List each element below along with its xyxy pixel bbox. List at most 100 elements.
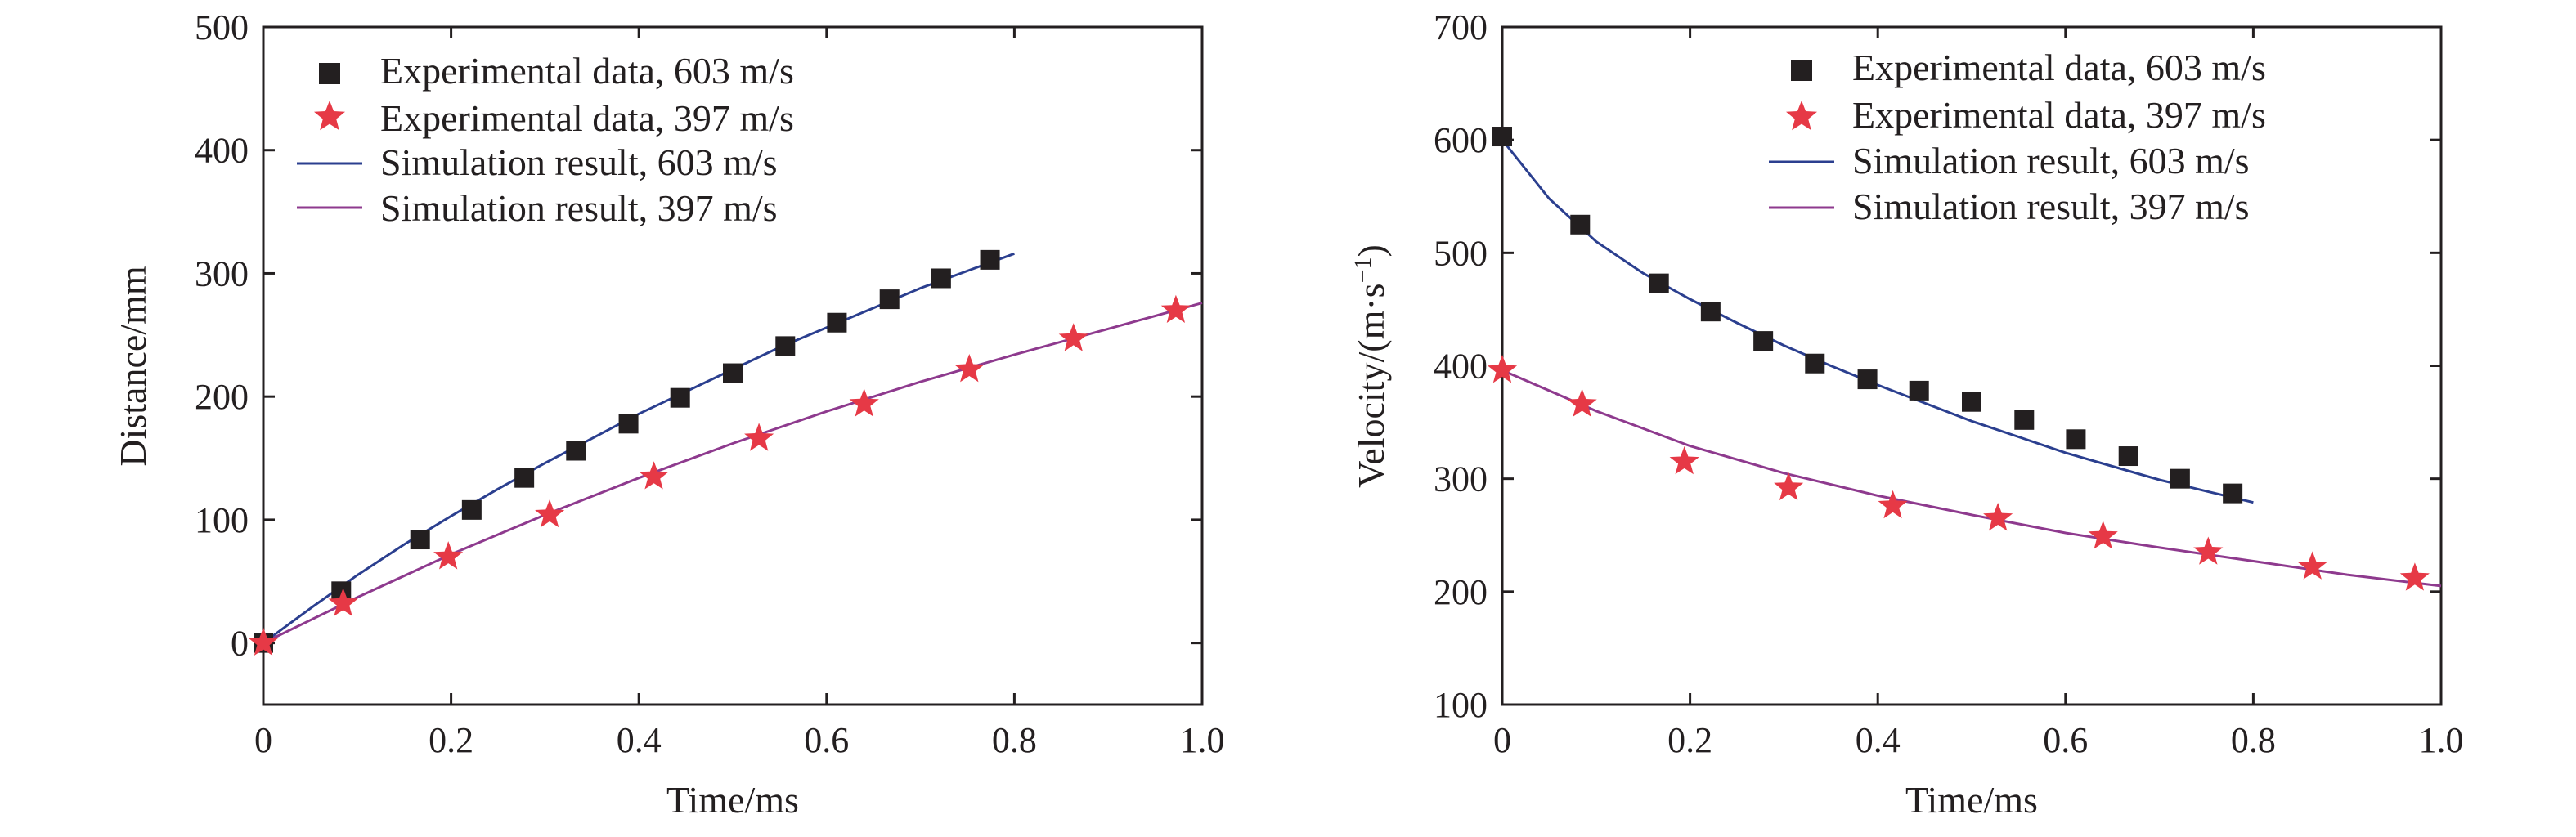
data-point-square [618, 414, 639, 434]
distance-series-markers [248, 249, 1191, 656]
data-point-star [2193, 536, 2224, 565]
data-point-star [2088, 521, 2118, 549]
data-point-square [1570, 214, 1591, 235]
data-point-square [2170, 468, 2190, 489]
distance-legend: Experimental data, 603 m/s Experimental … [297, 50, 794, 229]
y-tick-label: 0 [231, 624, 249, 664]
data-point-square [461, 499, 482, 520]
data-point-square [980, 249, 1000, 270]
data-point-star [1487, 355, 1518, 383]
data-point-square [775, 336, 796, 356]
data-point-square [1492, 127, 1512, 147]
distance-plot-frame [262, 25, 1204, 706]
x-tick-label: 0.8 [992, 720, 1037, 760]
y-tick-label: 100 [195, 500, 249, 540]
data-point-star [535, 499, 565, 528]
data-point-square [514, 468, 535, 488]
distance-y-axis-title: Distance/mm [112, 266, 154, 466]
legend-label-sim-603: Simulation result, 603 m/s [380, 141, 778, 183]
distance-chart: 0 0.2 0.4 0.6 0.8 1.0 0 100 200 300 400 500 Time/m… [112, 7, 1225, 821]
data-point-square [566, 441, 586, 461]
data-point-square [670, 387, 690, 408]
data-point-star [954, 354, 985, 383]
data-point-square [410, 530, 430, 550]
data-point-star [328, 588, 358, 616]
data-point-star [639, 461, 669, 490]
data-point-square [1962, 392, 1981, 412]
y-tick-label: 400 [195, 131, 249, 171]
distance-y-ticks: 0 100 200 300 400 500 [195, 7, 1202, 664]
data-point-star [2297, 551, 2327, 580]
series-line [263, 302, 1203, 644]
x-tick-label: 0.4 [617, 720, 662, 760]
velocity-legend: Experimental data, 603 m/s Experimental … [1769, 47, 2266, 227]
data-point-square [931, 268, 951, 289]
data-point-star [1160, 294, 1191, 323]
legend-label-exp-603: Experimental data, 603 m/s [1852, 47, 2266, 88]
x-tick-label: 0.2 [429, 720, 473, 760]
y-tick-label: 600 [1434, 120, 1488, 160]
x-tick-label: 0.4 [1856, 720, 1901, 760]
data-point-square [2066, 429, 2086, 450]
velocity-x-ticks: 0 0.2 0.4 0.6 0.8 1.0 [1493, 27, 2464, 760]
data-point-square [2014, 410, 2035, 430]
data-point-star [433, 541, 464, 570]
data-point-star [744, 423, 774, 451]
data-point-star [1669, 445, 1699, 475]
y-tick-label: 700 [1434, 7, 1488, 47]
legend-label-exp-397: Experimental data, 397 m/s [380, 97, 794, 139]
legend-star-marker [1786, 101, 1817, 131]
x-tick-label: 0 [254, 720, 272, 760]
series-line [1501, 369, 2442, 588]
x-tick-label: 0.6 [804, 720, 849, 760]
x-tick-label: 0.6 [2043, 720, 2088, 760]
data-point-square [2223, 483, 2243, 504]
y-tick-label: 200 [195, 377, 249, 417]
y-tick-label: 200 [1434, 572, 1488, 612]
y-tick-label: 100 [1434, 685, 1488, 725]
y-tick-label: 300 [1434, 459, 1488, 499]
velocity-x-axis-title: Time/ms [1905, 779, 2038, 821]
legend-label-exp-603: Experimental data, 603 m/s [380, 50, 794, 92]
velocity-series-markers [1487, 127, 2430, 591]
legend-label-exp-397: Experimental data, 397 m/s [1852, 94, 2266, 136]
data-point-square [2118, 446, 2138, 467]
distance-x-axis-title: Time/ms [666, 779, 799, 821]
x-tick-label: 0.8 [2231, 720, 2276, 760]
data-point-star [1567, 388, 1597, 417]
series-line [1501, 139, 2254, 504]
data-point-star [849, 388, 879, 417]
velocity-y-axis-title-close: ) [1350, 244, 1392, 257]
y-tick-label: 500 [1434, 233, 1488, 273]
x-tick-label: 0 [1493, 720, 1511, 760]
data-point-square [879, 289, 900, 310]
y-tick-label: 400 [1434, 347, 1488, 387]
velocity-series-lines [1501, 139, 2442, 588]
data-point-star [248, 627, 279, 656]
data-point-star [1983, 503, 2013, 531]
x-tick-label: 1.0 [2419, 720, 2464, 760]
x-tick-label: 0.2 [1667, 720, 1712, 760]
data-point-square [1909, 380, 1929, 401]
legend-square-marker [1791, 60, 1812, 81]
y-tick-label: 300 [195, 253, 249, 293]
x-tick-label: 1.0 [1180, 720, 1225, 760]
data-point-star [1878, 490, 1908, 519]
y-tick-label: 500 [195, 7, 249, 47]
distance-x-ticks: 0 0.2 0.4 0.6 0.8 1.0 [254, 27, 1225, 760]
data-point-square [827, 312, 847, 333]
velocity-y-axis-title-main: Velocity/(m·s [1350, 283, 1392, 487]
legend-label-sim-397: Simulation result, 397 m/s [380, 187, 778, 229]
data-point-square [1857, 369, 1878, 390]
data-point-square [1753, 331, 1774, 351]
data-point-star [2399, 562, 2430, 591]
data-point-square [1700, 302, 1721, 322]
data-point-square [723, 363, 743, 383]
data-point-star [1058, 323, 1088, 351]
legend-label-sim-397: Simulation result, 397 m/s [1852, 186, 2250, 227]
legend-square-marker [319, 63, 340, 84]
velocity-y-ticks: 100 200 300 400 500 600 700 [1434, 7, 2441, 725]
data-point-square [1649, 273, 1669, 293]
